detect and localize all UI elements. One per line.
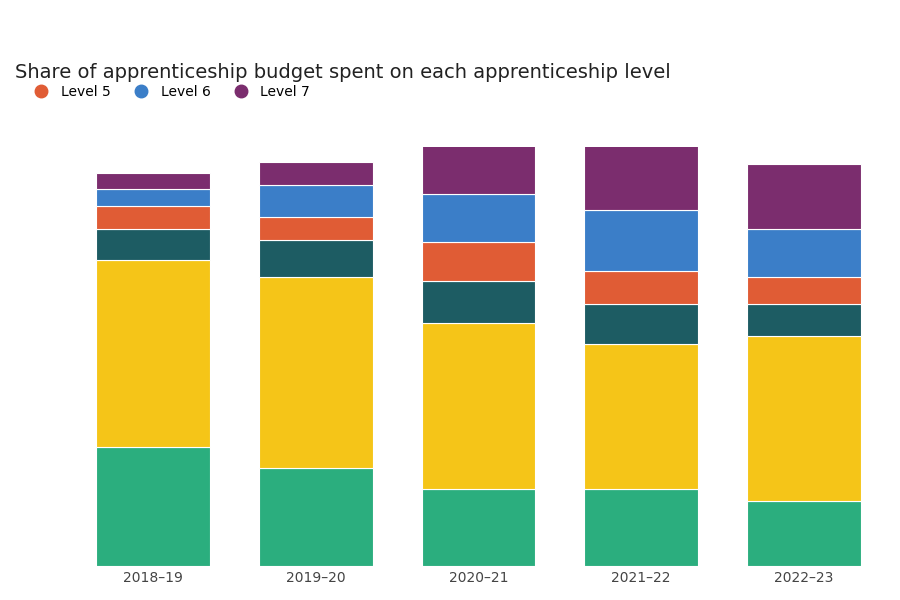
Bar [584, 133, 698, 210]
Bar [584, 488, 698, 566]
Bar [747, 304, 860, 336]
Bar [259, 162, 373, 185]
Bar [96, 190, 210, 206]
Bar [421, 194, 536, 242]
Bar [96, 173, 210, 190]
Bar [584, 304, 698, 344]
Bar [259, 217, 373, 239]
Bar [747, 164, 860, 229]
Bar [259, 277, 373, 468]
Bar [421, 133, 536, 194]
Bar [584, 344, 698, 488]
Bar [259, 239, 373, 277]
Text: Share of apprenticeship budget spent on each apprenticeship level: Share of apprenticeship budget spent on … [15, 63, 670, 82]
Bar [421, 323, 536, 488]
Bar [96, 206, 210, 229]
Bar [421, 488, 536, 566]
Bar [747, 336, 860, 501]
Bar [421, 242, 536, 281]
Bar [96, 229, 210, 260]
Bar [747, 501, 860, 566]
Legend: Level 5, Level 6, Level 7: Level 5, Level 6, Level 7 [22, 79, 316, 104]
Bar [421, 281, 536, 323]
Bar [584, 210, 698, 271]
Bar [259, 468, 373, 566]
Bar [747, 277, 860, 304]
Bar [584, 271, 698, 304]
Bar [259, 185, 373, 217]
Bar [96, 260, 210, 447]
Bar [747, 229, 860, 277]
Bar [96, 447, 210, 566]
